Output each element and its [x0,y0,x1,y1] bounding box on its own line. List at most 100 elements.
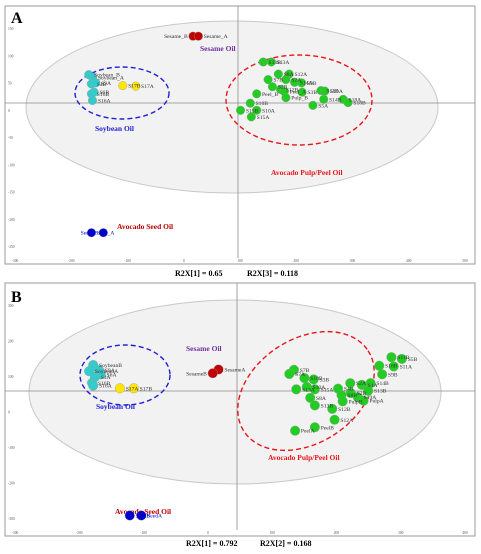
y-tick-label: -50 [8,136,13,140]
panel-a-x-variance: R2X[1] = 0.65 [175,269,222,278]
x-tick-label: 100 [269,531,275,535]
score-point [329,414,340,425]
point-label: Sesame_B [164,34,188,40]
panel-a-confidence-ellipse [25,20,439,194]
point-label: SeedB [136,513,151,519]
score-point [291,384,302,395]
score-point [273,69,283,79]
panel-a-y-variance: R2X[3] = 0.118 [247,269,298,278]
point-label: S10A [313,385,326,391]
score-point [98,228,108,238]
panel-a-pulp-label: Avocado Pulp/Peel Oil [271,168,343,177]
panel-b-sesame-label: Sesame Oil [186,344,222,353]
score-point [290,425,301,436]
point-label: Soybean_A [98,75,124,81]
point-label: S8B [347,393,357,399]
y-tick-label: -200 [8,482,15,486]
x-tick-label: 200 [334,531,340,535]
panel-b: B Sesame Oil Soybean Oil Avocado Pulp/Pe… [4,282,476,548]
point-label: S12A [340,418,353,424]
point-label: S7B [300,368,310,374]
panel-b-ticks: -300 -200 -100 0 100 200 300 400 300 200 100 0 -100 -… [8,304,468,535]
point-label: S2B [278,85,288,91]
x-tick-label: 300 [398,531,404,535]
point-label: S13B [374,389,387,395]
score-point [114,383,125,394]
point-label: PulpB [349,399,363,405]
score-point [266,57,276,67]
score-point [263,75,273,85]
x-tick-label: -100 [124,259,131,263]
x-tick-label: 400 [406,259,412,263]
panel-b-pulp-cluster [237,330,375,452]
point-label: S10A [262,108,275,114]
point-label: S18B [353,101,366,107]
x-tick-label: -200 [68,259,75,263]
score-point [308,374,319,385]
point-label: PeelA [301,429,315,435]
y-tick-label: -200 [8,218,15,222]
score-point [319,94,329,104]
point-label: S10B [310,376,323,382]
x-tick-label: 0 [183,259,185,263]
score-point [337,396,348,407]
point-label: S13B [321,403,334,409]
point-label: S17A [141,84,154,90]
y-tick-label: -150 [8,191,15,195]
score-point [128,383,139,394]
panel-b-x-variance: R2X[1] = 0.792 [186,539,237,548]
point-label: S1A [368,383,378,389]
point-label: S6B [99,90,109,96]
score-point [327,403,338,414]
point-label: S4B [344,387,354,393]
score-point [309,422,320,433]
score-point [305,392,316,403]
x-tick-label: 0 [207,531,209,535]
y-tick-label: 100 [8,54,14,58]
score-point [363,385,374,396]
point-label: S15B [246,108,259,114]
point-label: S10A [330,89,343,95]
panel-a-ticks: -300 -200 -100 0 100 200 300 400 500150100500-50… [8,27,468,263]
point-label: Seed_A [97,231,115,237]
score-point [308,100,318,110]
x-tick-label: 500 [462,259,468,263]
score-point [374,360,385,371]
point-label: S4B [97,82,107,88]
point-label: S12A [294,72,307,78]
point-label: S10B [256,101,269,107]
score-point [396,353,407,364]
score-point [207,368,218,379]
point-label: S4A [101,375,111,381]
score-point [297,78,307,88]
point-label: S16A [99,384,112,390]
panel-b-pulp-label: Avocado Pulp/Peel Oil [268,453,340,462]
panel-a-points: Sesame_B Sesame_A Soybean_BSoybean_AS4BS9A… [81,31,366,238]
point-label: S17B [140,386,153,392]
y-tick-label: -100 [8,446,15,450]
score-point [245,98,255,108]
point-label: S7B [273,78,283,84]
score-point [284,368,295,379]
x-tick-label: 400 [462,531,468,535]
x-tick-label: 100 [237,259,243,263]
point-label: S14B [376,381,389,387]
panel-b-letter: B [11,289,22,306]
point-label: S18A [348,97,361,103]
y-tick-label: 0 [8,411,10,415]
score-point [356,379,367,390]
x-tick-label: 300 [350,259,356,263]
score-point [297,87,307,97]
score-point [377,369,388,380]
y-tick-label: 0 [8,109,10,113]
point-label: S2A [356,381,366,387]
score-point [345,378,356,389]
score-point [88,95,98,105]
x-tick-label: -100 [140,531,147,535]
panel-a-sesame-label: Sesame Oil [200,44,236,53]
point-label: S9A [101,81,111,87]
point-label: Seed_B [81,231,99,237]
score-point [193,31,203,41]
point-label: S12B [286,87,299,93]
